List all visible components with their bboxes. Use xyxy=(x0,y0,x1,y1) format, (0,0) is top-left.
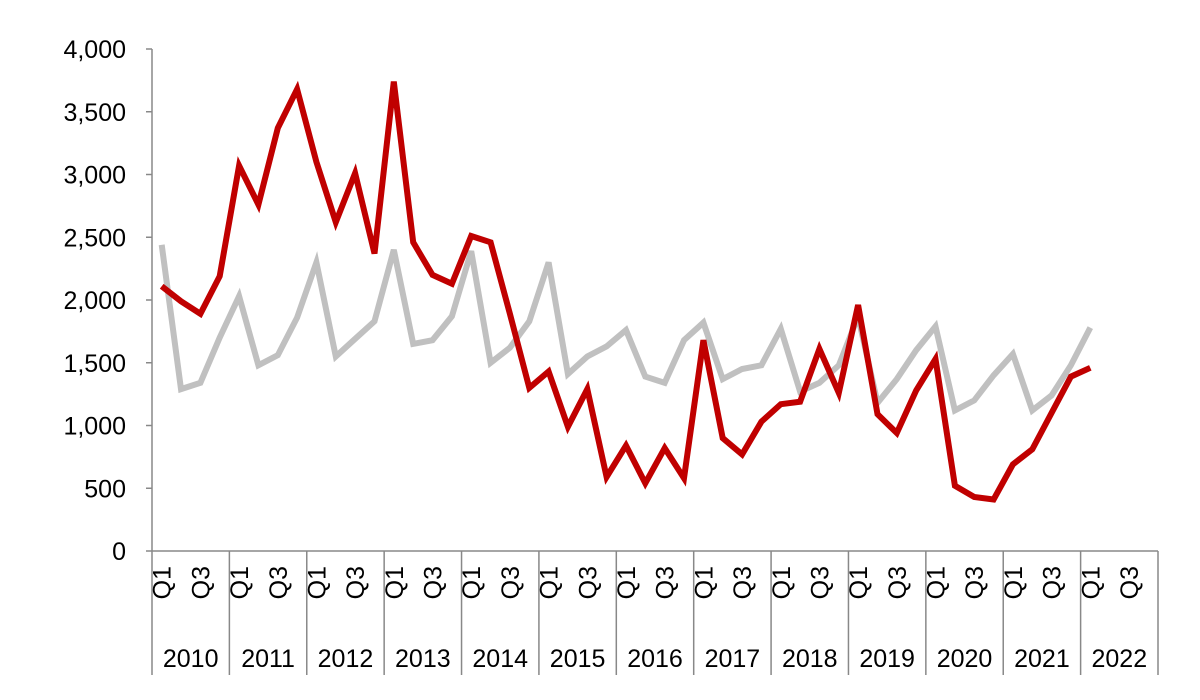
x-quarter-label: Q1 xyxy=(768,566,796,599)
x-quarter-label: Q1 xyxy=(923,566,951,599)
series-line-red xyxy=(159,80,1092,503)
x-quarter-label: Q3 xyxy=(187,566,215,599)
y-tick-label: 3,500 xyxy=(63,99,126,127)
x-quarter-label: Q3 xyxy=(420,566,448,599)
x-quarter-label: Q1 xyxy=(458,566,486,599)
x-quarter-label: Q3 xyxy=(574,566,602,599)
x-quarter-label: Q1 xyxy=(303,566,331,599)
x-year-label: 2020 xyxy=(937,645,993,673)
x-quarter-label: Q1 xyxy=(226,566,254,599)
x-year-label: 2010 xyxy=(163,645,219,673)
x-year-label: 2013 xyxy=(395,645,451,673)
y-tick-label: 0 xyxy=(112,538,126,566)
x-year-label: 2019 xyxy=(859,645,915,673)
x-quarter-label: Q1 xyxy=(536,566,564,599)
x-quarter-label: Q1 xyxy=(1000,566,1028,599)
x-year-label: 2016 xyxy=(627,645,683,673)
y-tick-label: 500 xyxy=(84,475,126,503)
chart-tick-labels: 0 500 1,000 1,500 2,000 2,500 3,000 3,500 4,000 2… xyxy=(63,36,1147,673)
x-quarter-label: Q3 xyxy=(652,566,680,599)
y-tick-label: 2,000 xyxy=(63,287,126,315)
x-year-label: 2011 xyxy=(241,645,295,673)
x-year-label: 2012 xyxy=(318,645,374,673)
x-year-label: 2015 xyxy=(550,645,606,673)
y-tick-label: 4,000 xyxy=(63,36,126,64)
y-tick-label: 1,500 xyxy=(63,350,126,378)
x-quarter-label: Q3 xyxy=(961,566,989,599)
x-quarter-label: Q3 xyxy=(265,566,293,599)
y-tick-label: 3,000 xyxy=(63,162,126,190)
chart-series xyxy=(158,80,1093,503)
x-year-label: 2017 xyxy=(705,645,761,673)
y-tick-label: 1,000 xyxy=(63,413,126,441)
chart-axes xyxy=(146,48,1159,675)
y-tick-label: 2,500 xyxy=(63,224,126,252)
x-quarter-label: Q1 xyxy=(845,566,873,599)
x-quarter-label: Q3 xyxy=(342,566,370,599)
x-quarter-label: Q3 xyxy=(884,566,912,599)
x-quarter-label: Q1 xyxy=(613,566,641,599)
x-year-label: 2021 xyxy=(1014,645,1070,673)
x-year-label: 2018 xyxy=(782,645,838,673)
x-quarter-label: Q3 xyxy=(1039,566,1067,599)
x-quarter-label: Q1 xyxy=(149,566,177,599)
x-year-label: 2022 xyxy=(1091,645,1147,673)
x-quarter-label: Q3 xyxy=(806,566,834,599)
x-quarter-label: Q3 xyxy=(497,566,525,599)
x-quarter-label: Q3 xyxy=(1116,566,1144,599)
series-line-grey xyxy=(158,244,1093,416)
x-quarter-label: Q1 xyxy=(1077,566,1105,599)
x-quarter-label: Q3 xyxy=(729,566,757,599)
x-year-label: 2014 xyxy=(472,645,528,673)
x-quarter-label: Q1 xyxy=(690,566,718,599)
x-quarter-label: Q1 xyxy=(381,566,409,599)
